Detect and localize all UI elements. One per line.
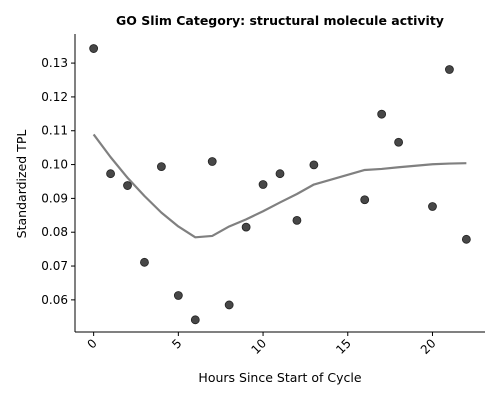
data-point <box>140 257 149 267</box>
data-point <box>309 160 319 170</box>
data-point <box>292 215 302 225</box>
data-point <box>394 137 404 147</box>
data-point <box>445 65 454 74</box>
y-tick-label: 0.11 <box>41 124 68 138</box>
data-point <box>106 169 115 179</box>
x-axis-label: Hours Since Start of Cycle <box>198 370 361 385</box>
data-point <box>360 195 370 205</box>
data-point <box>461 234 471 244</box>
data-point <box>89 44 99 53</box>
y-tick-label: 0.06 <box>41 293 68 307</box>
data-point <box>207 157 217 166</box>
trend-line <box>92 133 467 239</box>
x-tick-label: 10 <box>248 336 269 357</box>
y-tick-label: 0.07 <box>41 259 68 273</box>
data-point <box>275 169 285 179</box>
data-point <box>173 291 183 300</box>
data-point <box>224 300 234 310</box>
y-tick-label: 0.09 <box>41 191 68 205</box>
y-tick-label: 0.12 <box>41 90 68 104</box>
x-tick-label: 0 <box>84 336 99 351</box>
data-point <box>241 222 251 232</box>
data-point <box>123 181 132 190</box>
data-point <box>428 202 437 211</box>
y-axis-label: Standardized TPL <box>14 130 29 239</box>
y-tick-label: 0.08 <box>41 225 68 239</box>
data-point <box>156 162 166 171</box>
chart-title: GO Slim Category: structural molecule ac… <box>116 13 444 28</box>
x-tick-label: 15 <box>333 336 354 357</box>
y-tick-label: 0.13 <box>41 56 68 70</box>
data-point <box>190 315 200 325</box>
x-tick-label: 5 <box>169 336 184 351</box>
data-point <box>258 180 268 189</box>
x-tick-label: 20 <box>418 336 439 357</box>
y-tick-label: 0.10 <box>41 158 68 172</box>
data-point <box>377 109 387 119</box>
